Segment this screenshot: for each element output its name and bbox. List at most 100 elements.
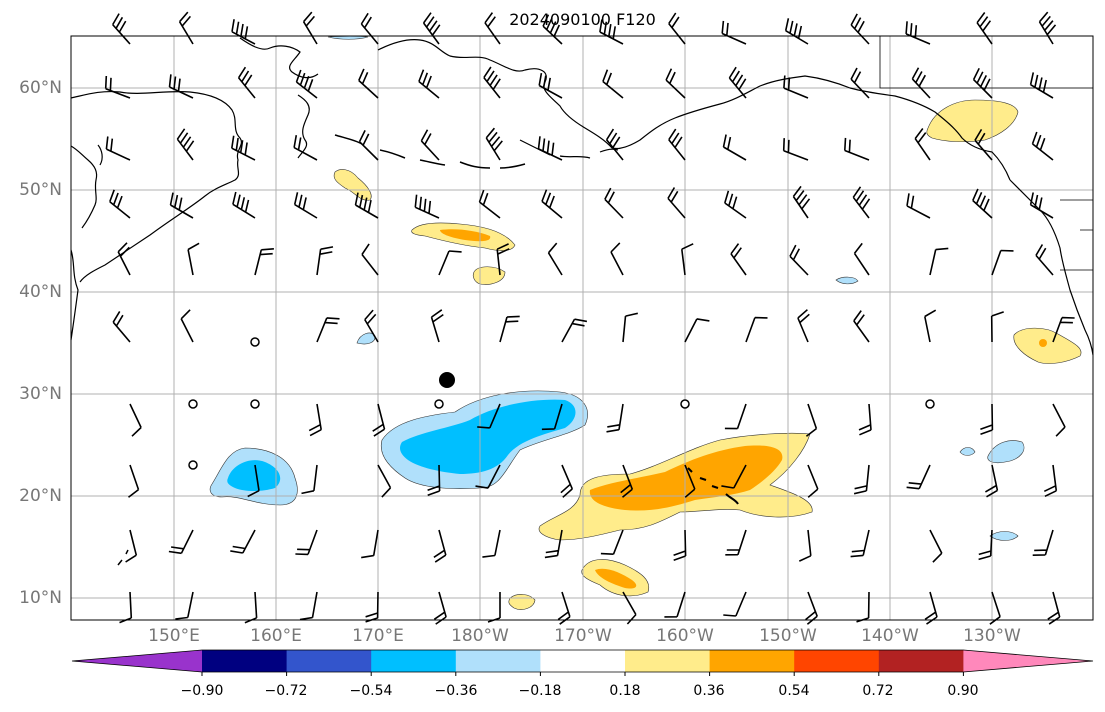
wind-barb bbox=[684, 318, 710, 343]
wind-barb bbox=[475, 464, 501, 489]
wind-barb bbox=[178, 11, 194, 45]
wind-barb bbox=[724, 403, 747, 430]
positive-anomaly-region bbox=[472, 266, 506, 285]
wind-barb bbox=[538, 72, 563, 99]
positive-anomaly-core bbox=[1039, 339, 1047, 347]
calm-markers bbox=[188, 337, 935, 470]
colorbar-tick-label: −0.72 bbox=[264, 683, 308, 699]
wind-barb bbox=[299, 591, 318, 621]
wind-barb bbox=[244, 591, 258, 624]
wind-barb bbox=[1032, 529, 1054, 556]
wind-barb bbox=[620, 464, 634, 498]
wind-barb bbox=[990, 311, 1004, 343]
wind-barb bbox=[365, 591, 379, 623]
lat-label: 60°N bbox=[19, 78, 62, 98]
wind-barb bbox=[361, 529, 379, 559]
wind-barb bbox=[169, 192, 194, 219]
calm-circle bbox=[925, 399, 935, 409]
wind-barb bbox=[600, 529, 624, 555]
wind-barb bbox=[414, 194, 440, 219]
wind-barb bbox=[557, 591, 571, 625]
wind-barb bbox=[560, 464, 574, 498]
lon-label: 170°E bbox=[352, 626, 404, 646]
wind-barb bbox=[929, 529, 943, 563]
calm-circle bbox=[680, 399, 690, 409]
colorbar-bin bbox=[202, 650, 288, 672]
map-frame bbox=[70, 35, 1094, 621]
wind-barb bbox=[784, 18, 809, 45]
wind-barb bbox=[924, 591, 938, 625]
wind-barb bbox=[316, 317, 340, 343]
wind-barb bbox=[496, 243, 510, 276]
wind-barb bbox=[295, 69, 318, 99]
wind-barb bbox=[542, 14, 563, 45]
wind-barb bbox=[725, 529, 747, 556]
wind-barb bbox=[798, 529, 812, 562]
wind-barb bbox=[1052, 403, 1066, 437]
wind-barb bbox=[1038, 11, 1057, 45]
wind-barb bbox=[684, 464, 696, 498]
negative-anomaly-region bbox=[959, 447, 976, 456]
wind-barb bbox=[606, 403, 624, 433]
wind-barb bbox=[1047, 591, 1061, 625]
wind-barb bbox=[482, 529, 501, 558]
wind-barb bbox=[852, 186, 871, 219]
wind-barb bbox=[1052, 316, 1075, 343]
wind-barb bbox=[668, 128, 686, 161]
colorbar-tick-label: 0.72 bbox=[862, 683, 894, 699]
wind-barb bbox=[232, 191, 256, 219]
wind-barb bbox=[478, 189, 501, 219]
wind-barb bbox=[972, 188, 993, 219]
colorbar-bin bbox=[878, 650, 964, 672]
colorbar-tick-label: 0.54 bbox=[778, 683, 810, 699]
wind-barb bbox=[430, 309, 444, 343]
colorbar-tick-label: −0.54 bbox=[349, 683, 393, 699]
wind-barb bbox=[664, 591, 686, 618]
lon-label: 170°W bbox=[554, 626, 612, 646]
wind-barb bbox=[541, 403, 563, 431]
wind-barb bbox=[850, 67, 870, 99]
wind-barb bbox=[358, 130, 379, 161]
wind-barb bbox=[1031, 131, 1054, 161]
wind-barb bbox=[844, 137, 870, 161]
lat-label: 30°N bbox=[19, 384, 62, 404]
colorbar-bin bbox=[709, 650, 795, 672]
lat-label: 50°N bbox=[19, 180, 62, 200]
positive-anomaly-core bbox=[595, 568, 637, 589]
wind-barb bbox=[187, 242, 200, 276]
wind-barb bbox=[792, 185, 811, 219]
colorbar-extend-low bbox=[72, 650, 202, 672]
wind-barb bbox=[308, 403, 322, 437]
wind-barb bbox=[237, 66, 256, 99]
wind-barb bbox=[667, 187, 686, 219]
lon-label: 160°W bbox=[656, 626, 714, 646]
wind-barb bbox=[665, 68, 686, 99]
wind-barb bbox=[722, 134, 747, 161]
wind-barb bbox=[853, 310, 870, 343]
colorbar-bin bbox=[371, 650, 457, 672]
wind-barb bbox=[544, 529, 563, 559]
wind-barb bbox=[745, 316, 768, 343]
wind-barb bbox=[485, 127, 503, 161]
wind-barb bbox=[112, 310, 131, 343]
wind-barb bbox=[929, 247, 949, 276]
wind-barb bbox=[561, 318, 588, 343]
colorbar-tick-label: 0.36 bbox=[693, 683, 725, 699]
wind-barb bbox=[438, 250, 462, 276]
lon-label: 130°W bbox=[963, 626, 1021, 646]
wind-barb bbox=[972, 67, 993, 99]
wind-barb bbox=[728, 66, 747, 99]
colorbar bbox=[71, 649, 1094, 676]
wind-barb bbox=[850, 529, 870, 558]
wind-barb bbox=[247, 464, 260, 498]
wind-barb bbox=[856, 591, 870, 623]
wind-barb bbox=[364, 309, 379, 343]
wind-barb bbox=[293, 192, 318, 219]
wind-barb bbox=[1029, 192, 1054, 219]
negative-anomaly-region bbox=[989, 531, 1019, 541]
negative-anomaly-core bbox=[227, 460, 281, 491]
wind-barb bbox=[681, 243, 694, 276]
calm-circle bbox=[188, 460, 198, 470]
wind-barb bbox=[302, 11, 318, 45]
wind-barb bbox=[541, 189, 563, 219]
